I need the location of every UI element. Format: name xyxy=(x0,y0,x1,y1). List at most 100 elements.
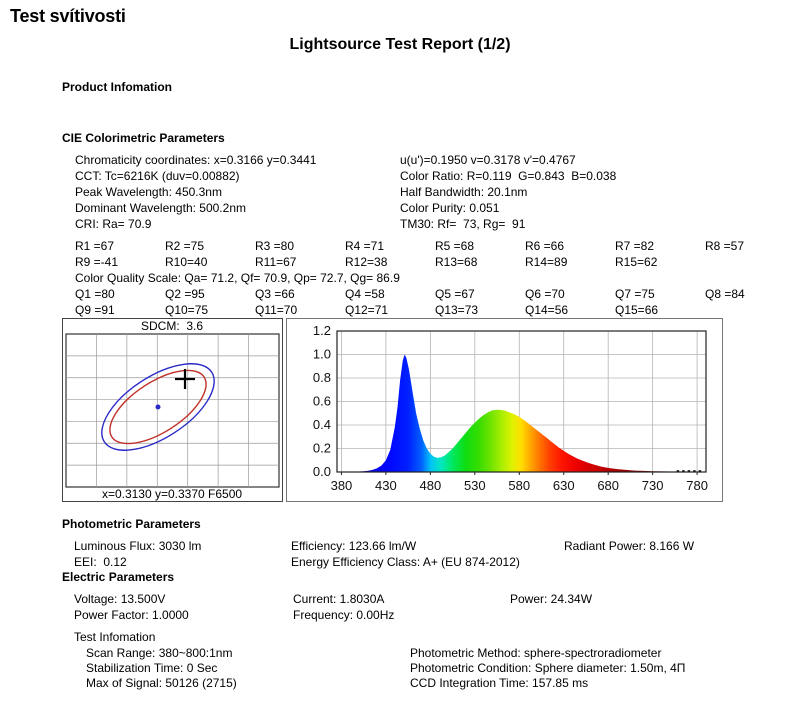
value-grid-row: R1 =67 R2 =75 R3 =80 R4 =71 R5 =68 R6 =66 R7 =… xyxy=(75,238,795,254)
color-quality-scale-text: Color Quality Scale: Qa= 71.2, Qf= 70.9,… xyxy=(75,271,400,285)
cie-parameter-rows: Chromaticity coordinates: x=0.3166 y=0.3… xyxy=(75,152,616,232)
x-axis-tick-label: 530 xyxy=(464,478,486,493)
cqs-value-cell: Q11=70 xyxy=(255,303,298,317)
x-axis-tick-label: 380 xyxy=(331,478,353,493)
x-axis-tick-label: 580 xyxy=(508,478,530,493)
y-axis-tick-label: 0.0 xyxy=(313,464,331,479)
cqs-value-cell: Q5 =67 xyxy=(435,287,475,301)
ellipse-center-point xyxy=(155,404,161,410)
table-row: Stabilization Time: 0 Sec Photometric Con… xyxy=(86,661,685,676)
cqs-value-cell: Q1 =80 xyxy=(75,287,115,301)
x-axis-tick-label: 680 xyxy=(597,478,619,493)
section-heading-electric-parameters: Electric Parameters xyxy=(62,570,175,584)
test-information-cell: Photometric Condition: Sphere diameter: … xyxy=(410,661,686,675)
test-information-cell: Max of Signal: 50126 (2715) xyxy=(86,676,237,690)
cri-value-cell: R13=68 xyxy=(435,255,478,269)
cri-value-cell: R15=62 xyxy=(615,255,658,269)
cqs-value-cell: Q4 =58 xyxy=(345,287,385,301)
photometric-parameter-cell: Radiant Power: 8.166 W xyxy=(564,539,695,553)
test-information-rows: Scan Range: 380~800:1nm Photometric Metho… xyxy=(86,646,685,691)
outer-ellipse xyxy=(101,363,215,451)
photometric-parameter-cell: Efficiency: 123.66 lm/W xyxy=(291,539,417,553)
cri-value-cell: R3 =80 xyxy=(255,239,295,253)
cri-cqs-value-grid: R1 =67 R2 =75 R3 =80 R4 =71 R5 =68 R6 =66 R7 =… xyxy=(75,238,795,318)
photometric-parameter-cell: EEI: 0.12 xyxy=(74,555,127,569)
electric-parameter-cell: Frequency: 0.00Hz xyxy=(293,608,395,622)
cri-value-cell: R5 =68 xyxy=(435,239,475,253)
photometric-parameter-rows: Luminous Flux: 3030 lm Efficiency: 123.66… xyxy=(74,538,694,570)
color-quality-scale-line: Color Quality Scale: Qa= 71.2, Qf= 70.9,… xyxy=(75,270,795,286)
cqs-value-cell: Q3 =66 xyxy=(255,287,295,301)
table-row: Power Factor: 1.0000 Frequency: 0.00Hz xyxy=(74,607,592,623)
test-information-cell: Stabilization Time: 0 Sec xyxy=(86,661,218,675)
x-axis-tick-label: 430 xyxy=(375,478,397,493)
cqs-value-cell: Q9 =91 xyxy=(75,303,115,317)
test-information-label: Test Infomation xyxy=(74,630,156,644)
cri-value-cell: R11=67 xyxy=(255,255,297,269)
cri-value-cell: R8 =57 xyxy=(705,239,745,253)
x-axis-tick-label: 630 xyxy=(553,478,575,493)
section-heading-product-information: Product Infomation xyxy=(62,80,172,94)
table-row: CRI: Ra= 70.9 TM30: Rf= 73, Rg= 91 xyxy=(75,216,616,232)
cri-value-cell: R1 =67 xyxy=(75,239,115,253)
test-information-cell: CCD Integration Time: 157.85 ms xyxy=(410,676,589,690)
cqs-value-cell: Q2 =95 xyxy=(165,287,205,301)
inner-ellipse xyxy=(109,369,207,445)
cqs-value-cell: Q7 =75 xyxy=(615,287,655,301)
cri-value-cell: R6 =66 xyxy=(525,239,565,253)
value-grid-row: Q9 =91 Q10=75 Q11=70 Q12=71 Q13=73 Q14=56 Q15=… xyxy=(75,302,795,318)
table-row: EEI: 0.12 Energy Efficiency Class: A+ (EU… xyxy=(74,554,694,570)
y-axis-tick-label: 0.4 xyxy=(313,417,331,432)
table-row: Peak Wavelength: 450.3nm Half Bandwidth: … xyxy=(75,184,616,200)
spectrum-area xyxy=(337,354,675,472)
y-axis-tick-label: 0.6 xyxy=(313,394,331,409)
x-axis-tick-label: 780 xyxy=(686,478,708,493)
cie-parameter-cell: u(u')=0.1950 v=0.3178 v'=0.4767 xyxy=(400,153,576,167)
sdcm-reference-label: x=0.3130 y=0.3370 F6500 xyxy=(102,487,242,501)
value-grid-row: Q1 =80 Q2 =95 Q3 =66 Q4 =58 Q5 =67 Q6 =70 Q7 =… xyxy=(75,286,795,302)
page-title: Test svítivosti xyxy=(10,6,126,26)
cri-value-cell: R12=38 xyxy=(345,255,388,269)
cie-parameter-cell: Half Bandwidth: 20.1nm xyxy=(400,185,528,199)
electric-parameter-cell: Power: 24.34W xyxy=(510,592,593,606)
cri-value-cell: R2 =75 xyxy=(165,239,205,253)
section-heading-photometric-parameters: Photometric Parameters xyxy=(62,517,201,531)
electric-parameter-cell: Voltage: 13.500V xyxy=(74,592,166,606)
table-row: Scan Range: 380~800:1nm Photometric Metho… xyxy=(86,646,685,661)
sdcm-value-label: SDCM: 3.6 xyxy=(141,319,203,333)
test-information-cell: Scan Range: 380~800:1nm xyxy=(86,646,233,660)
cie-parameter-cell: Color Purity: 0.051 xyxy=(400,201,500,215)
cri-value-cell: R4 =71 xyxy=(345,239,385,253)
cqs-value-cell: Q8 =84 xyxy=(705,287,745,301)
sdcm-chart-svg: SDCM: 3.6 x=0.3130 y=0.3370 F6500 xyxy=(65,319,280,501)
cie-parameter-cell: Dominant Wavelength: 500.2nm xyxy=(75,201,246,215)
cri-value-cell: R10=40 xyxy=(165,255,208,269)
cie-parameter-cell: CCT: Tc=6216K (duv=0.00882) xyxy=(75,169,240,183)
cie-parameter-cell: TM30: Rf= 73, Rg= 91 xyxy=(400,217,526,231)
cqs-value-cell: Q6 =70 xyxy=(525,287,565,301)
y-axis-tick-label: 0.8 xyxy=(313,370,331,385)
section-heading-cie-colorimetric-parameters: CIE Colorimetric Parameters xyxy=(62,131,225,145)
photometric-parameter-cell: Energy Efficiency Class: A+ (EU 874-2012… xyxy=(291,555,520,569)
x-axis-tick-label: 730 xyxy=(642,478,664,493)
report-title: Lightsource Test Report (1/2) xyxy=(289,36,511,53)
cri-value-cell: R7 =82 xyxy=(615,239,655,253)
cqs-value-cell: Q15=66 xyxy=(615,303,659,317)
cqs-value-cell: Q13=73 xyxy=(435,303,479,317)
cri-value-cell: R14=89 xyxy=(525,255,568,269)
table-row: Dominant Wavelength: 500.2nm Color Purity… xyxy=(75,200,616,216)
y-axis-tick-label: 1.2 xyxy=(313,323,331,338)
table-row: CCT: Tc=6216K (duv=0.00882) Color Ratio: … xyxy=(75,168,616,184)
electric-parameter-rows: Voltage: 13.500V Current: 1.8030A Power: 2… xyxy=(74,591,592,623)
cie-parameter-cell: CRI: Ra= 70.9 xyxy=(75,217,152,231)
test-information-cell: Photometric Method: sphere-spectroradiom… xyxy=(410,646,662,660)
electric-parameter-cell: Power Factor: 1.0000 xyxy=(74,608,189,622)
value-grid-row: R9 =-41 R10=40 R11=67 R12=38 R13=68 R14=89 R15… xyxy=(75,254,795,270)
cie-parameter-cell: Peak Wavelength: 450.3nm xyxy=(75,185,222,199)
cqs-value-cell: Q10=75 xyxy=(165,303,209,317)
cqs-value-cell: Q12=71 xyxy=(345,303,389,317)
table-row: Luminous Flux: 3030 lm Efficiency: 123.66… xyxy=(74,538,694,554)
sdcm-chromaticity-chart: SDCM: 3.6 x=0.3130 y=0.3370 F6500 xyxy=(62,318,283,502)
spectrum-chart-svg: 0.0 0.2 0.4 0.6 0.8 1.0 1.2 380 430 480 530 580 630 6… xyxy=(313,323,708,493)
